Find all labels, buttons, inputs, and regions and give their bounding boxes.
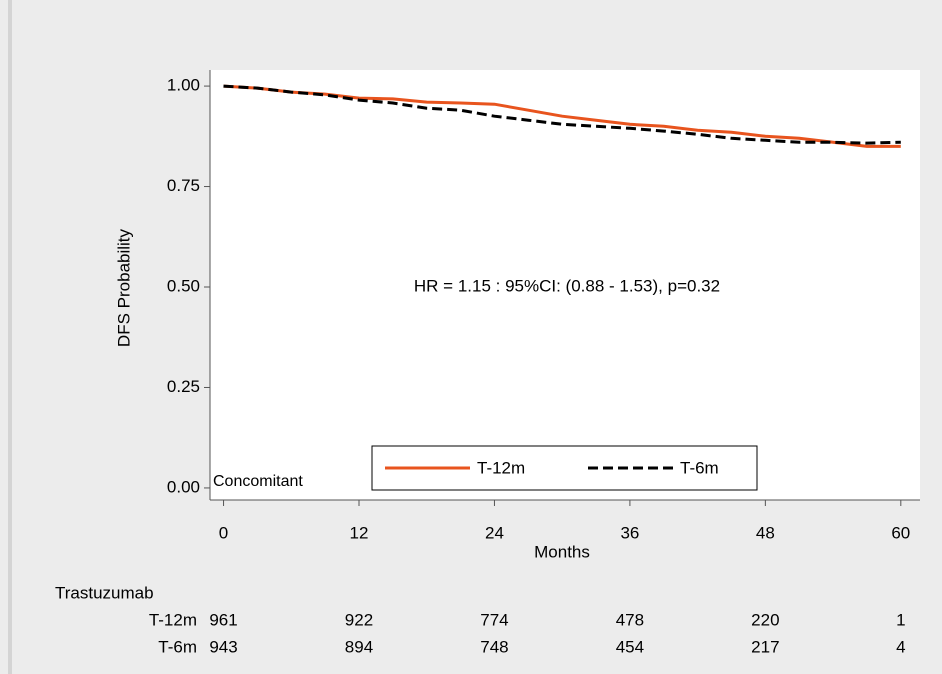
annotation: HR = 1.15 : 95%CI: (0.88 - 1.53), p=0.32 <box>414 276 720 295</box>
x-tick-label: 0 <box>219 523 228 542</box>
risk-row-name: T-6m <box>158 637 197 656</box>
y-tick-label: 0.50 <box>167 276 200 295</box>
risk-count: 454 <box>616 637 644 656</box>
legend-label: T-12m <box>477 458 525 477</box>
y-tick-label: 0.00 <box>167 477 200 496</box>
y-axis-label: DFS Probability <box>114 228 133 347</box>
risk-count: 748 <box>480 637 508 656</box>
risk-count: 943 <box>209 637 237 656</box>
risk-row-name: T-12m <box>149 610 197 629</box>
risk-count: 774 <box>480 610 508 629</box>
x-tick-label: 48 <box>756 523 775 542</box>
x-tick-label: 36 <box>620 523 639 542</box>
risk-count: 961 <box>209 610 237 629</box>
risk-count: 1 <box>896 610 905 629</box>
x-tick-label: 60 <box>891 523 910 542</box>
y-tick-label: 0.25 <box>167 377 200 396</box>
x-tick-label: 24 <box>485 523 504 542</box>
panel-label: Concomitant <box>213 473 303 490</box>
x-tick-label: 12 <box>350 523 369 542</box>
risk-count: 894 <box>345 637 373 656</box>
plot-area <box>210 70 920 500</box>
y-tick-label: 1.00 <box>167 76 200 95</box>
legend-label: T-6m <box>680 458 719 477</box>
risk-count: 4 <box>896 637 905 656</box>
x-axis-label: Months <box>534 542 590 561</box>
risk-title: Trastuzumab <box>55 583 154 602</box>
risk-count: 478 <box>616 610 644 629</box>
survival-line <box>223 84 901 145</box>
risk-count: 220 <box>751 610 779 629</box>
left-strip <box>8 0 12 674</box>
risk-count: 922 <box>345 610 373 629</box>
y-tick-label: 0.75 <box>167 176 200 195</box>
risk-count: 217 <box>751 637 779 656</box>
